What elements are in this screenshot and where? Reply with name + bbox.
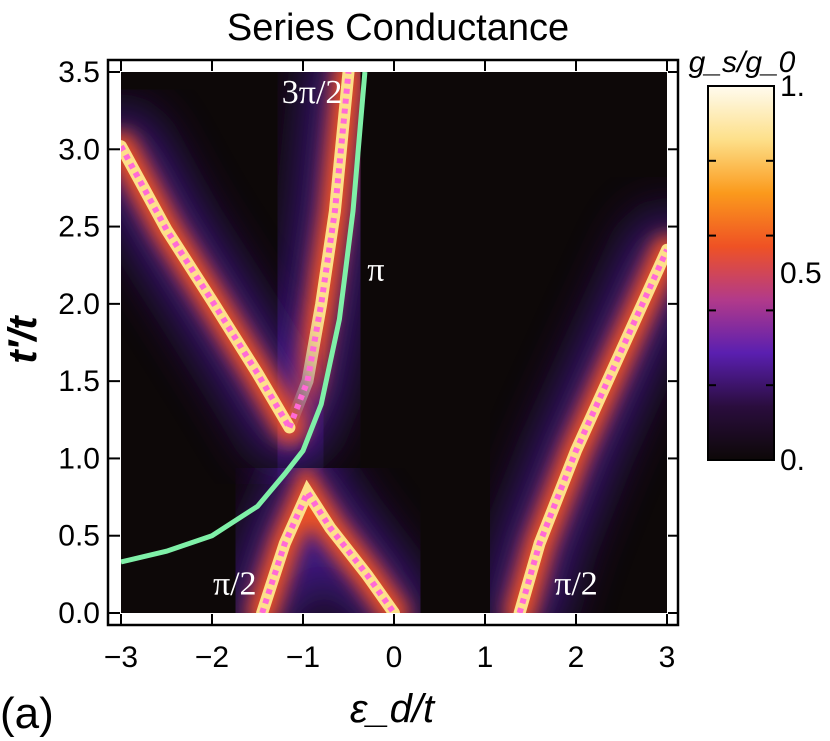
y-tick-label: 3.0: [58, 133, 100, 166]
y-axis-label: t′/t: [1, 315, 45, 364]
x-tick-label: 3: [659, 641, 676, 674]
colorbar-ticks: 0. 0.5 1.: [708, 70, 822, 477]
upper-left-branch: [121, 144, 292, 430]
center-lower-branch: [259, 486, 397, 613]
pi-phase-line: [121, 72, 368, 565]
y-tick-label: 0.0: [58, 597, 100, 630]
colorbar-tick-label: 0.: [780, 444, 805, 477]
y-tick-label: 1.5: [58, 365, 100, 398]
y-tick-label: 0.5: [58, 520, 100, 553]
panel-label: (a): [0, 689, 54, 738]
x-tick-label: −2: [195, 641, 229, 674]
y-tick-label: 2.0: [58, 288, 100, 321]
chart-title: Series Conductance: [227, 7, 569, 49]
x-axis: −3 −2 −1 0 1 2 3: [104, 60, 675, 674]
phase-annotations: 3π/2 π π/2 π/2: [213, 74, 598, 603]
y-tick-label: 2.5: [58, 211, 100, 244]
annotation-1: π: [367, 252, 384, 289]
x-axis-label: ε_d/t: [350, 687, 436, 731]
x-tick-label: 1: [477, 641, 494, 674]
x-tick-label: 2: [568, 641, 585, 674]
colorbar-label: g_s/g_0: [689, 46, 796, 79]
colorbar-tick-label: 0.5: [780, 257, 822, 290]
colorbar-tick-label: 1.: [780, 70, 805, 103]
x-tick-label: 0: [386, 641, 403, 674]
right-branch: [516, 248, 667, 613]
annotation-2: π/2: [213, 565, 257, 602]
y-tick-label: 3.5: [58, 56, 100, 89]
x-tick-label: −3: [104, 641, 138, 674]
y-tick-label: 1.0: [58, 442, 100, 475]
three-half-pi-line: [286, 72, 352, 429]
colorbar: [707, 85, 775, 461]
annotation-3: π/2: [554, 565, 598, 602]
x-tick-label: −1: [286, 641, 320, 674]
y-axis: 0.0 0.5 1.0 1.5 2.0 2.5 3.0 3.5: [58, 56, 678, 630]
phase-curves: [121, 72, 667, 613]
annotation-0: 3π/2: [282, 74, 343, 111]
